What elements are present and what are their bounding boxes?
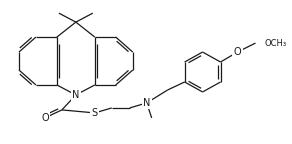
Text: O: O — [41, 113, 49, 123]
Text: OCH₃: OCH₃ — [265, 39, 286, 48]
Text: O: O — [234, 47, 241, 57]
Text: S: S — [92, 108, 98, 118]
Text: N: N — [143, 98, 150, 108]
Text: N: N — [72, 90, 79, 100]
